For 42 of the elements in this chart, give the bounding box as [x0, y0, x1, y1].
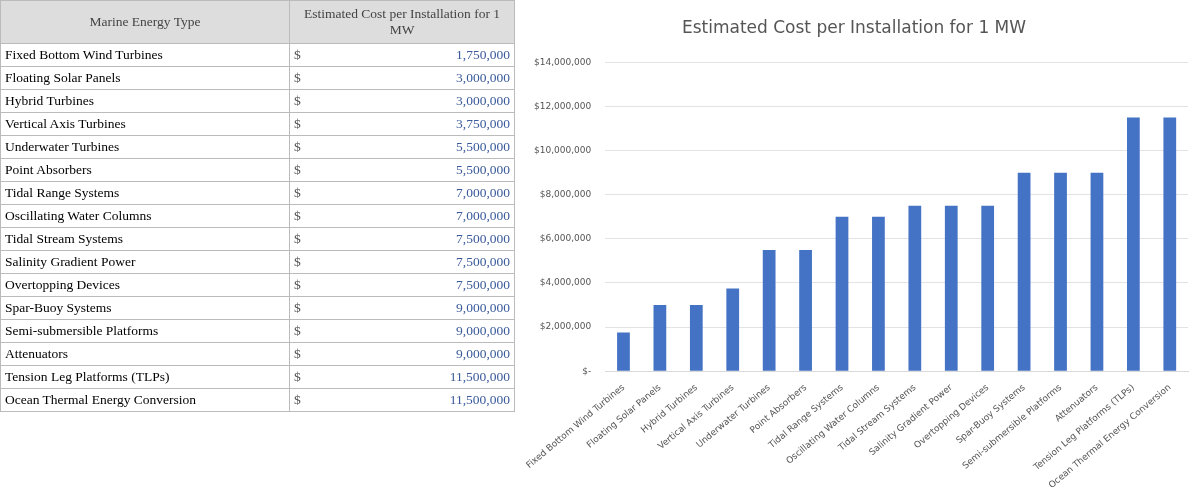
y-tick-label: $-	[582, 365, 592, 376]
category-label: Attenuators	[5, 346, 68, 361]
category-label: Overtopping Devices	[5, 277, 121, 292]
y-tick-label: $2,000,000	[539, 321, 592, 332]
text: $ 9,000,000	[294, 323, 510, 338]
text: $ 9,000,000	[294, 300, 510, 315]
text: $ 7,500,000	[294, 277, 510, 292]
text: $ 11,500,000	[294, 392, 510, 407]
y-tick-label: $12,000,000	[533, 100, 592, 111]
y-tick-label: $10,000,000	[533, 144, 592, 155]
category-label: Hybrid Turbines	[5, 93, 94, 108]
chart-title: Estimated Cost per Installation for 1 MW	[681, 16, 1027, 37]
text: $ 5,500,000	[294, 139, 510, 154]
text: $ 5,500,000	[294, 162, 510, 177]
category-label: Salinity Gradient Power	[5, 254, 136, 269]
y-tick-label: $6,000,000	[539, 233, 592, 244]
text: Estimated Cost per Installation for 1 MW	[289, 0, 515, 44]
text: $ 1,750,000	[294, 47, 510, 62]
category-label: Semi-submersible Platforms	[5, 323, 159, 338]
y-tick-label: $8,000,000	[539, 189, 592, 200]
y-tick-label: $4,000,000	[539, 277, 592, 288]
category-label: Tidal Stream Systems	[5, 231, 124, 246]
text: Marine Energy Type	[0, 0, 290, 44]
category-label: Oscillating Water Columns	[5, 208, 152, 223]
category-label: Underwater Turbines	[5, 139, 120, 154]
category-label: Vertical Axis Turbines	[5, 116, 126, 131]
category-label: Point Absorbers	[5, 162, 92, 177]
category-label: Spar-Buoy Systems	[5, 300, 112, 315]
text: $ 3,750,000	[294, 116, 510, 131]
text: $ 3,000,000	[294, 70, 510, 85]
category-label: Tidal Range Systems	[5, 185, 120, 200]
text: $ 7,000,000	[294, 185, 510, 200]
text: $ 3,000,000	[294, 93, 510, 108]
category-label: Tension Leg Platforms (TLPs)	[5, 369, 170, 384]
text: $ 7,000,000	[294, 208, 510, 223]
text: $ 11,500,000	[294, 369, 510, 384]
y-tick-label: $14,000,000	[533, 56, 592, 67]
text: $ 9,000,000	[294, 346, 510, 361]
category-label: Floating Solar Panels	[5, 70, 121, 85]
text: $ 7,500,000	[294, 231, 510, 246]
category-label: Fixed Bottom Wind Turbines	[5, 47, 163, 62]
text: $ 7,500,000	[294, 254, 510, 269]
